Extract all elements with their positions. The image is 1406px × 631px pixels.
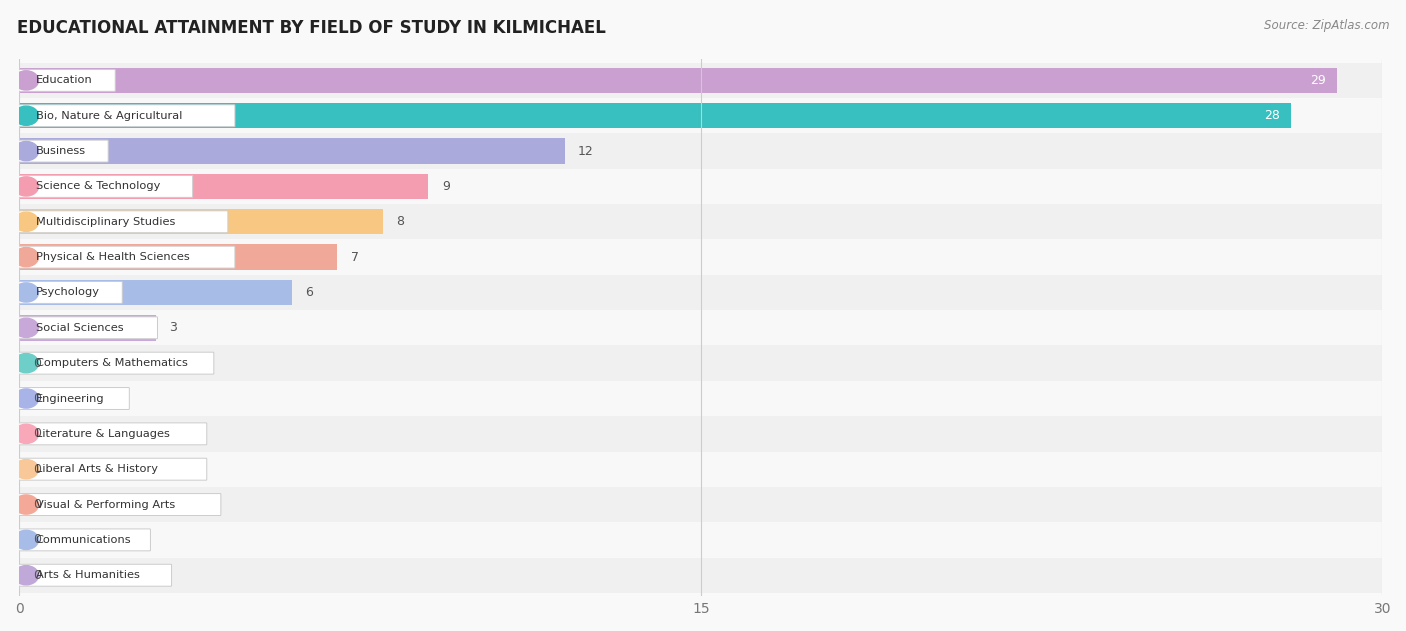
Text: Literature & Languages: Literature & Languages xyxy=(35,429,170,439)
Text: 0: 0 xyxy=(32,533,41,546)
Text: Visual & Performing Arts: Visual & Performing Arts xyxy=(35,500,176,510)
Circle shape xyxy=(14,565,38,585)
Text: EDUCATIONAL ATTAINMENT BY FIELD OF STUDY IN KILMICHAEL: EDUCATIONAL ATTAINMENT BY FIELD OF STUDY… xyxy=(17,19,606,37)
FancyBboxPatch shape xyxy=(18,458,207,480)
Circle shape xyxy=(14,106,38,126)
Text: 0: 0 xyxy=(32,569,41,582)
Text: Multidisciplinary Studies: Multidisciplinary Studies xyxy=(35,217,176,227)
Circle shape xyxy=(14,389,38,408)
Circle shape xyxy=(14,353,38,373)
Bar xyxy=(20,204,1382,239)
Circle shape xyxy=(14,141,38,161)
FancyBboxPatch shape xyxy=(18,564,172,586)
Bar xyxy=(20,103,1291,129)
FancyBboxPatch shape xyxy=(18,423,207,445)
FancyBboxPatch shape xyxy=(18,105,235,127)
Text: 0: 0 xyxy=(32,357,41,370)
Text: 8: 8 xyxy=(396,215,405,228)
Bar xyxy=(20,280,292,305)
FancyBboxPatch shape xyxy=(18,352,214,374)
Circle shape xyxy=(14,177,38,196)
Bar xyxy=(20,209,382,235)
Bar xyxy=(20,244,337,270)
FancyBboxPatch shape xyxy=(18,529,150,551)
Text: 0: 0 xyxy=(32,498,41,511)
Bar xyxy=(20,315,156,341)
FancyBboxPatch shape xyxy=(18,493,221,516)
Text: 12: 12 xyxy=(578,144,593,158)
FancyBboxPatch shape xyxy=(18,281,122,304)
FancyBboxPatch shape xyxy=(18,317,157,339)
Text: 29: 29 xyxy=(1310,74,1326,87)
Text: 28: 28 xyxy=(1264,109,1279,122)
Circle shape xyxy=(14,495,38,514)
FancyBboxPatch shape xyxy=(18,69,115,91)
Text: Business: Business xyxy=(35,146,86,156)
Circle shape xyxy=(14,283,38,302)
Bar xyxy=(20,381,1382,416)
FancyBboxPatch shape xyxy=(18,387,129,410)
Bar xyxy=(20,274,1382,310)
Bar xyxy=(20,558,1382,593)
Bar xyxy=(20,98,1382,133)
Bar xyxy=(20,452,1382,487)
Circle shape xyxy=(14,71,38,90)
Text: Social Sciences: Social Sciences xyxy=(35,323,124,333)
Text: Psychology: Psychology xyxy=(35,288,100,297)
Bar xyxy=(20,174,429,199)
Circle shape xyxy=(14,318,38,338)
Text: Communications: Communications xyxy=(35,535,131,545)
FancyBboxPatch shape xyxy=(18,140,108,162)
Text: Bio, Nature & Agricultural: Bio, Nature & Agricultural xyxy=(35,110,183,121)
Text: Engineering: Engineering xyxy=(35,394,104,403)
Bar xyxy=(20,68,1337,93)
Text: 0: 0 xyxy=(32,463,41,476)
Text: Source: ZipAtlas.com: Source: ZipAtlas.com xyxy=(1264,19,1389,32)
Bar xyxy=(20,62,1382,98)
Text: Physical & Health Sciences: Physical & Health Sciences xyxy=(35,252,190,262)
Bar xyxy=(20,346,1382,381)
Text: Computers & Mathematics: Computers & Mathematics xyxy=(35,358,188,368)
Text: 0: 0 xyxy=(32,427,41,440)
Circle shape xyxy=(14,424,38,444)
Text: 3: 3 xyxy=(169,321,177,334)
Circle shape xyxy=(14,247,38,267)
Text: 9: 9 xyxy=(441,180,450,193)
Bar xyxy=(20,239,1382,274)
FancyBboxPatch shape xyxy=(18,246,235,268)
FancyBboxPatch shape xyxy=(18,211,228,233)
Bar xyxy=(20,522,1382,558)
Bar xyxy=(20,487,1382,522)
Circle shape xyxy=(14,212,38,232)
Text: Education: Education xyxy=(35,75,93,85)
Text: 0: 0 xyxy=(32,392,41,405)
Bar xyxy=(20,416,1382,452)
Circle shape xyxy=(14,459,38,479)
Text: 7: 7 xyxy=(352,251,359,264)
Bar xyxy=(20,138,565,164)
Circle shape xyxy=(14,530,38,550)
Text: Science & Technology: Science & Technology xyxy=(35,182,160,191)
Bar xyxy=(20,168,1382,204)
FancyBboxPatch shape xyxy=(18,175,193,198)
Bar xyxy=(20,133,1382,168)
Text: Liberal Arts & History: Liberal Arts & History xyxy=(35,464,157,474)
Bar xyxy=(20,310,1382,346)
Text: 6: 6 xyxy=(305,286,314,299)
Text: Arts & Humanities: Arts & Humanities xyxy=(35,570,139,581)
